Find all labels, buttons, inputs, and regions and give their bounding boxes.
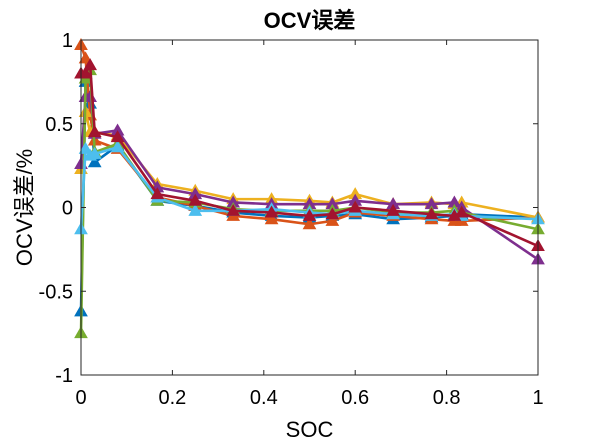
- data-point: [325, 213, 340, 226]
- x-tick-label: 0.6: [341, 387, 369, 409]
- series-layer: [74, 38, 545, 339]
- data-point: [348, 200, 363, 213]
- series-7: [74, 58, 545, 252]
- data-point: [87, 155, 102, 168]
- data-point: [110, 130, 125, 143]
- x-ticks: 0 0.2 0.4 0.6 0.8 1: [75, 40, 544, 409]
- data-point: [325, 207, 340, 220]
- data-point: [87, 146, 102, 159]
- data-point: [83, 58, 98, 71]
- data-point: [386, 203, 400, 216]
- x-tick-label: 0.8: [433, 387, 461, 409]
- data-point: [302, 208, 317, 221]
- x-tick-label: 0.2: [158, 387, 186, 409]
- y-tick-label: 0.5: [45, 114, 73, 136]
- x-axis-label: SOC: [286, 417, 334, 442]
- x-tick-label: 0: [75, 387, 86, 409]
- y-tick-label: 1: [62, 30, 73, 52]
- data-point: [78, 141, 93, 154]
- y-tick-label: 0: [62, 198, 73, 220]
- data-point: [87, 125, 102, 138]
- x-tick-label: 0.4: [250, 387, 278, 409]
- data-point: [424, 207, 439, 220]
- data-point: [302, 217, 317, 230]
- data-point: [78, 66, 93, 79]
- y-axis-label: OCV误差/%: [12, 149, 37, 266]
- data-point: [78, 51, 93, 64]
- chart-title: OCV误差: [264, 8, 356, 33]
- y-ticks: 1 0.5 0 -0.5 -1: [39, 30, 538, 387]
- data-point: [264, 212, 279, 225]
- y-tick-label: -1: [55, 365, 73, 387]
- data-point: [454, 205, 469, 218]
- x-tick-label: 1: [532, 387, 543, 409]
- data-point: [150, 187, 165, 200]
- data-point: [264, 205, 279, 218]
- data-point: [226, 203, 241, 216]
- data-point: [110, 140, 125, 153]
- y-tick-label: -0.5: [39, 281, 73, 303]
- data-point: [188, 193, 203, 206]
- data-point: [188, 203, 203, 216]
